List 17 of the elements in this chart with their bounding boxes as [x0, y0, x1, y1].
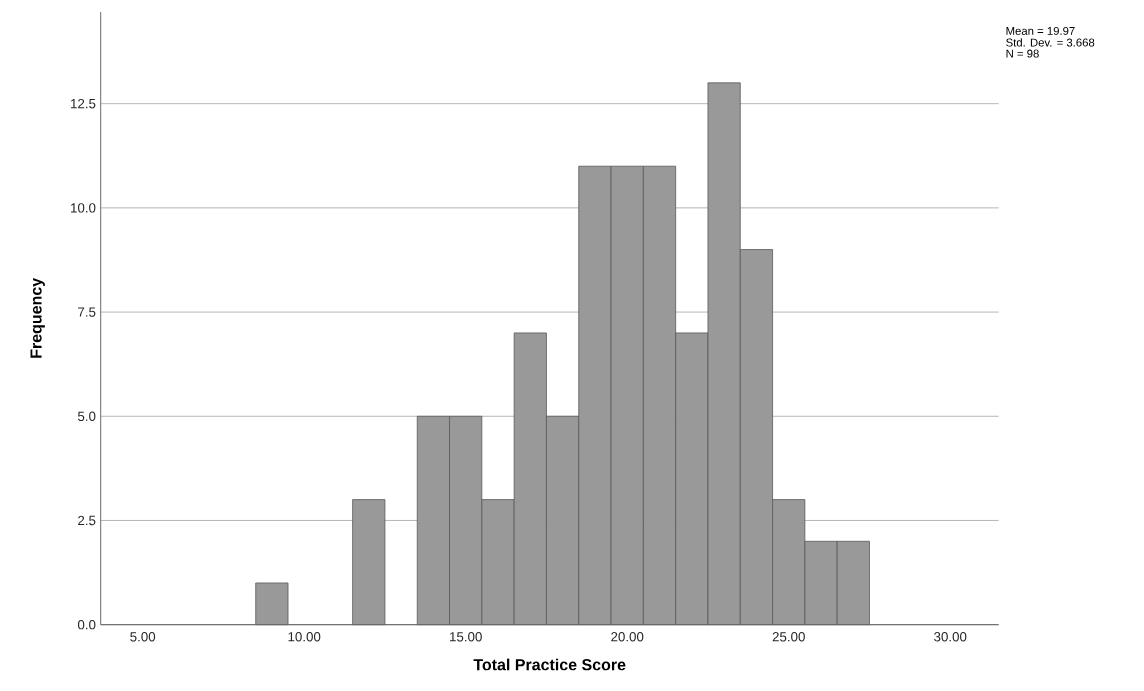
text: N = 98	[1006, 49, 1039, 58]
y-tick-label: 12.5	[71, 99, 96, 109]
text: Mean = 19.97	[1006, 27, 1075, 36]
x-axis-title: Total Practice Score	[473, 658, 626, 671]
y-tick-label: 10.0	[71, 203, 96, 213]
x-tick-label: 25.00	[772, 632, 805, 642]
text: Std. Dev. = 3.668	[1006, 38, 1095, 47]
y-tick-label: 7.5	[78, 307, 96, 317]
y-tick-label: 5.0	[77, 411, 96, 422]
x-tick-label: 20.00	[611, 632, 644, 642]
x-tick-label: 15.00	[450, 632, 482, 642]
y-axis-title: Frequency	[30, 278, 45, 358]
x-tick-label: 30.00	[934, 632, 967, 642]
x-tick-label: 10.00	[288, 632, 321, 642]
y-tick-label: 2.5	[78, 515, 96, 526]
y-tick-label: 0.0	[77, 620, 96, 630]
x-tick-label: 5.00	[130, 632, 156, 642]
